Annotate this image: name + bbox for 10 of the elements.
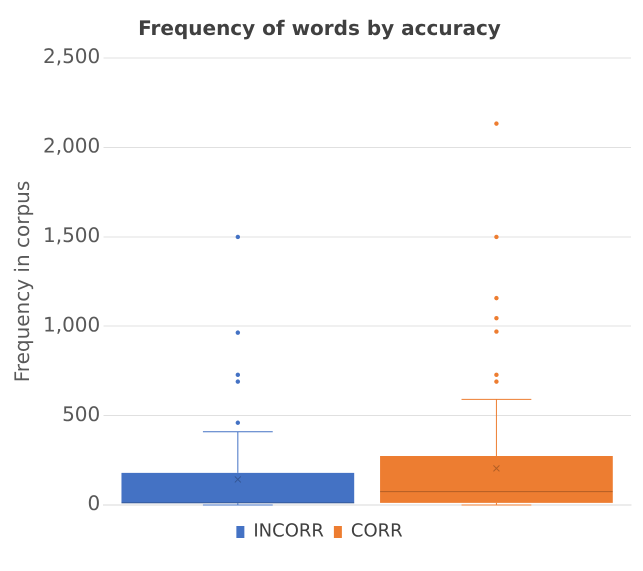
- legend-label: INCORR: [253, 520, 324, 542]
- y-tick-label: 2,500: [42, 44, 100, 68]
- y-tick-label: 0: [88, 491, 100, 516]
- y-tick-label: 1,000: [42, 312, 100, 336]
- chart-title: Frequency of words by accuracy: [138, 16, 501, 40]
- y-tick-label: 1,500: [42, 223, 100, 248]
- y-tick-label: 2,000: [42, 134, 100, 158]
- y-axis-title: Frequency in corpus: [10, 180, 34, 382]
- legend-label: CORR: [350, 520, 403, 542]
- y-tick-label: 500: [62, 402, 100, 426]
